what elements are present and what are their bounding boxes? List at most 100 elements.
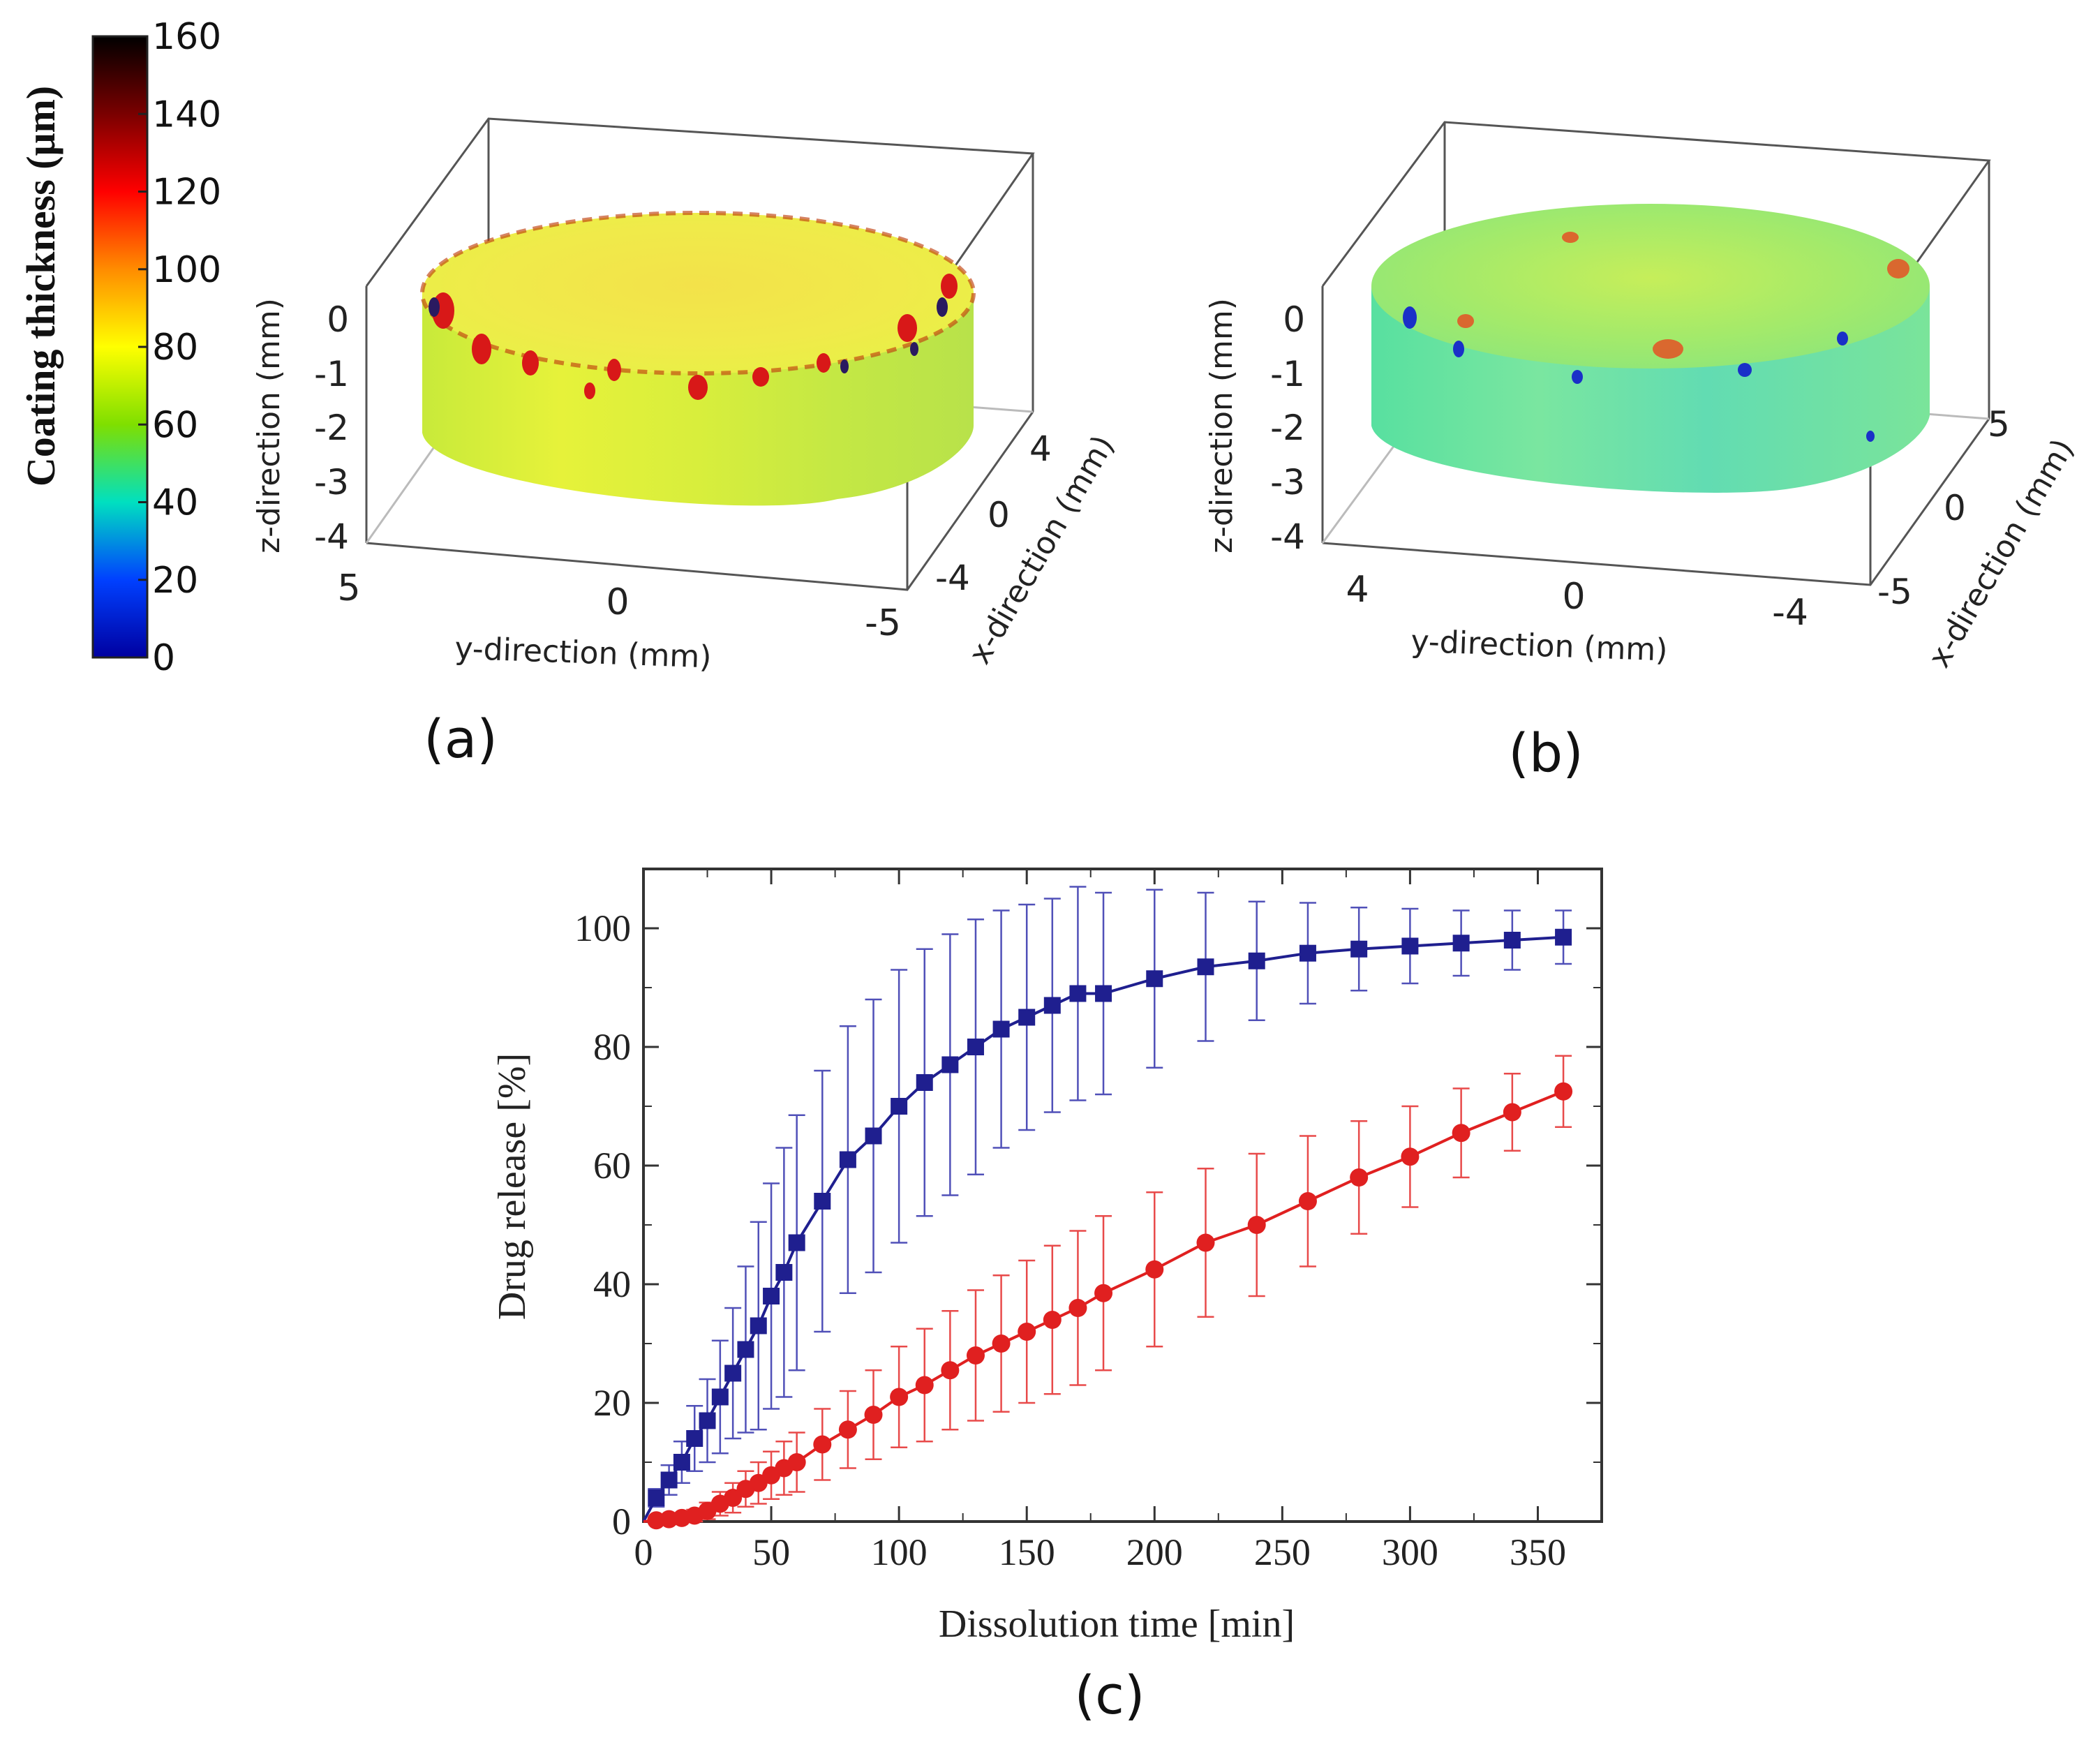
chart-x-axis-label: Dissolution time [min] [939, 1603, 1295, 1646]
panel-b-x-ticks: 5 0 -5 [1877, 404, 2010, 612]
colorbar-tick-label: 60 [152, 404, 198, 446]
panel-b-x-label: x-direction (mm) [1921, 433, 2081, 674]
panel-b-tablet [1371, 204, 1930, 493]
chart-x-tick-label: 150 [999, 1531, 1055, 1573]
chart-data-point [1350, 940, 1368, 958]
panel-a-z-tick: -2 [314, 408, 349, 448]
chart-data-point [1554, 1082, 1573, 1101]
chart-data-point [737, 1341, 754, 1358]
chart-data-point [1555, 928, 1572, 946]
chart-data-point [1094, 1284, 1113, 1302]
panel-a-label: (a) [424, 708, 498, 770]
chart-data-point [1043, 997, 1061, 1014]
chart-series-red-circles [643, 1055, 1573, 1530]
panel-c-label: (c) [1074, 1664, 1145, 1726]
colorbar-ticks: 160 140 120 100 80 60 40 20 0 [138, 16, 221, 679]
panel-a-x-tick: 0 [988, 495, 1010, 535]
chart-data-point [1197, 958, 1214, 976]
panel-a-tablet-3d: 0 -1 -2 -3 -4 z-direction (mm) 5 0 -5 y-… [251, 117, 1122, 770]
chart-data-point [992, 1020, 1010, 1038]
chart-data-point [915, 1376, 934, 1395]
chart-data-point [648, 1489, 665, 1506]
chart-data-point [1196, 1233, 1215, 1252]
chart-data-point [1247, 1216, 1266, 1234]
chart-data-point [890, 1388, 909, 1406]
chart-data-point [1298, 1192, 1317, 1210]
panel-b-x-tick: 5 [1988, 404, 2010, 445]
chart-x-tick-label: 300 [1382, 1531, 1438, 1573]
colorbar-tick-label: 100 [152, 249, 221, 291]
colorbar-tick-label: 160 [152, 16, 221, 58]
colorbar-tick-label: 120 [152, 172, 221, 214]
chart-data-point [1069, 985, 1087, 1002]
chart-data-point [1095, 985, 1112, 1002]
chart-data-point [1299, 944, 1316, 962]
panel-a-z-tick: -4 [314, 516, 349, 557]
chart-y-tick-label: 40 [593, 1263, 631, 1305]
chart-x-tick-label: 0 [634, 1531, 653, 1573]
colorbar-tick-label: 40 [152, 482, 198, 524]
chart-data-point [865, 1127, 882, 1145]
panel-a-y-label: y-direction (mm) [454, 631, 713, 676]
chart-data-point [1248, 952, 1265, 969]
panel-b-x-tick: 0 [1944, 488, 1966, 528]
chart-series-blue-squares [642, 886, 1572, 1522]
chart-data-point [813, 1435, 832, 1454]
chart-data-point [686, 1430, 703, 1447]
colorbar-tick-label: 0 [152, 637, 175, 679]
chart-data-point [711, 1388, 729, 1406]
panel-a-tablet [420, 211, 976, 506]
chart-data-point [1350, 1168, 1369, 1187]
chart-data-point [1145, 1260, 1164, 1279]
chart-y-tick-label: 60 [593, 1145, 631, 1187]
chart-y-axis-label: Drug release [%] [491, 1053, 534, 1320]
panel-a-z-tick: -3 [314, 462, 349, 503]
chart-data-point [891, 1098, 908, 1115]
panel-a-y-tick: 5 [337, 567, 360, 609]
panel-a-x-ticks: 4 0 -4 [935, 429, 1052, 598]
chart-data-point [724, 1365, 742, 1382]
chart-data-point [966, 1346, 985, 1365]
panel-b-z-tick: -2 [1270, 408, 1305, 448]
colorbar-tick-label: 20 [152, 560, 198, 602]
chart-data-point [1068, 1299, 1087, 1317]
panel-b-y-tick: -4 [1772, 592, 1808, 634]
panel-b-tablet-3d: 0 -1 -2 -3 -4 z-direction (mm) 4 0 -4 y-… [1204, 121, 2081, 784]
chart-data-point [1503, 932, 1521, 949]
panel-b-z-ticks: 0 -1 -2 -3 -4 [1270, 299, 1305, 557]
chart-data-point [787, 1453, 806, 1471]
chart-data-point [864, 1406, 883, 1424]
chart-frame [642, 868, 1603, 1523]
colorbar-tick-label: 140 [152, 94, 221, 135]
chart-data-point [839, 1151, 856, 1168]
chart-data-point [1503, 1103, 1521, 1122]
chart-x-tick-label: 350 [1510, 1531, 1566, 1573]
chart-data-point [724, 1489, 743, 1507]
chart-data-point [838, 1420, 857, 1439]
panel-a-z-label: z-direction (mm) [251, 298, 287, 553]
panel-c-dissolution-chart: 0 50 100 150 200 250 300 350 0 20 40 60 80 100 Dissol… [491, 868, 1603, 1726]
chart-data-point [916, 1074, 933, 1091]
chart-data-point [1401, 937, 1419, 955]
chart-x-tick-label: 250 [1254, 1531, 1311, 1573]
chart-plot-area: 0 50 100 150 200 250 300 350 0 20 40 60 80 100 [574, 868, 1603, 1573]
chart-y-tick-label: 100 [574, 907, 631, 949]
panel-b-z-tick: -4 [1270, 516, 1305, 557]
panel-a-z-ticks: 0 -1 -2 -3 -4 [314, 299, 349, 557]
chart-series-line [642, 935, 1564, 1522]
panel-b-z-tick: -1 [1270, 354, 1305, 394]
chart-y-tick-label: 0 [612, 1501, 631, 1542]
chart-y-tick-label: 80 [593, 1026, 631, 1068]
chart-data-point [941, 1361, 960, 1380]
chart-data-point [1043, 1311, 1062, 1329]
panel-b-y-ticks: 4 0 -4 [1346, 569, 1808, 634]
chart-x-tick-label: 50 [752, 1531, 790, 1573]
colorbar-label: Coating thickness (μm) [18, 86, 64, 486]
panel-b-y-label: y-direction (mm) [1410, 624, 1669, 669]
chart-data-point [750, 1317, 767, 1334]
chart-x-tick-label: 200 [1126, 1531, 1183, 1573]
chart-data-point [673, 1454, 690, 1471]
chart-data-point [1018, 1009, 1036, 1026]
panel-a-y-ticks: 5 0 -5 [337, 567, 900, 644]
